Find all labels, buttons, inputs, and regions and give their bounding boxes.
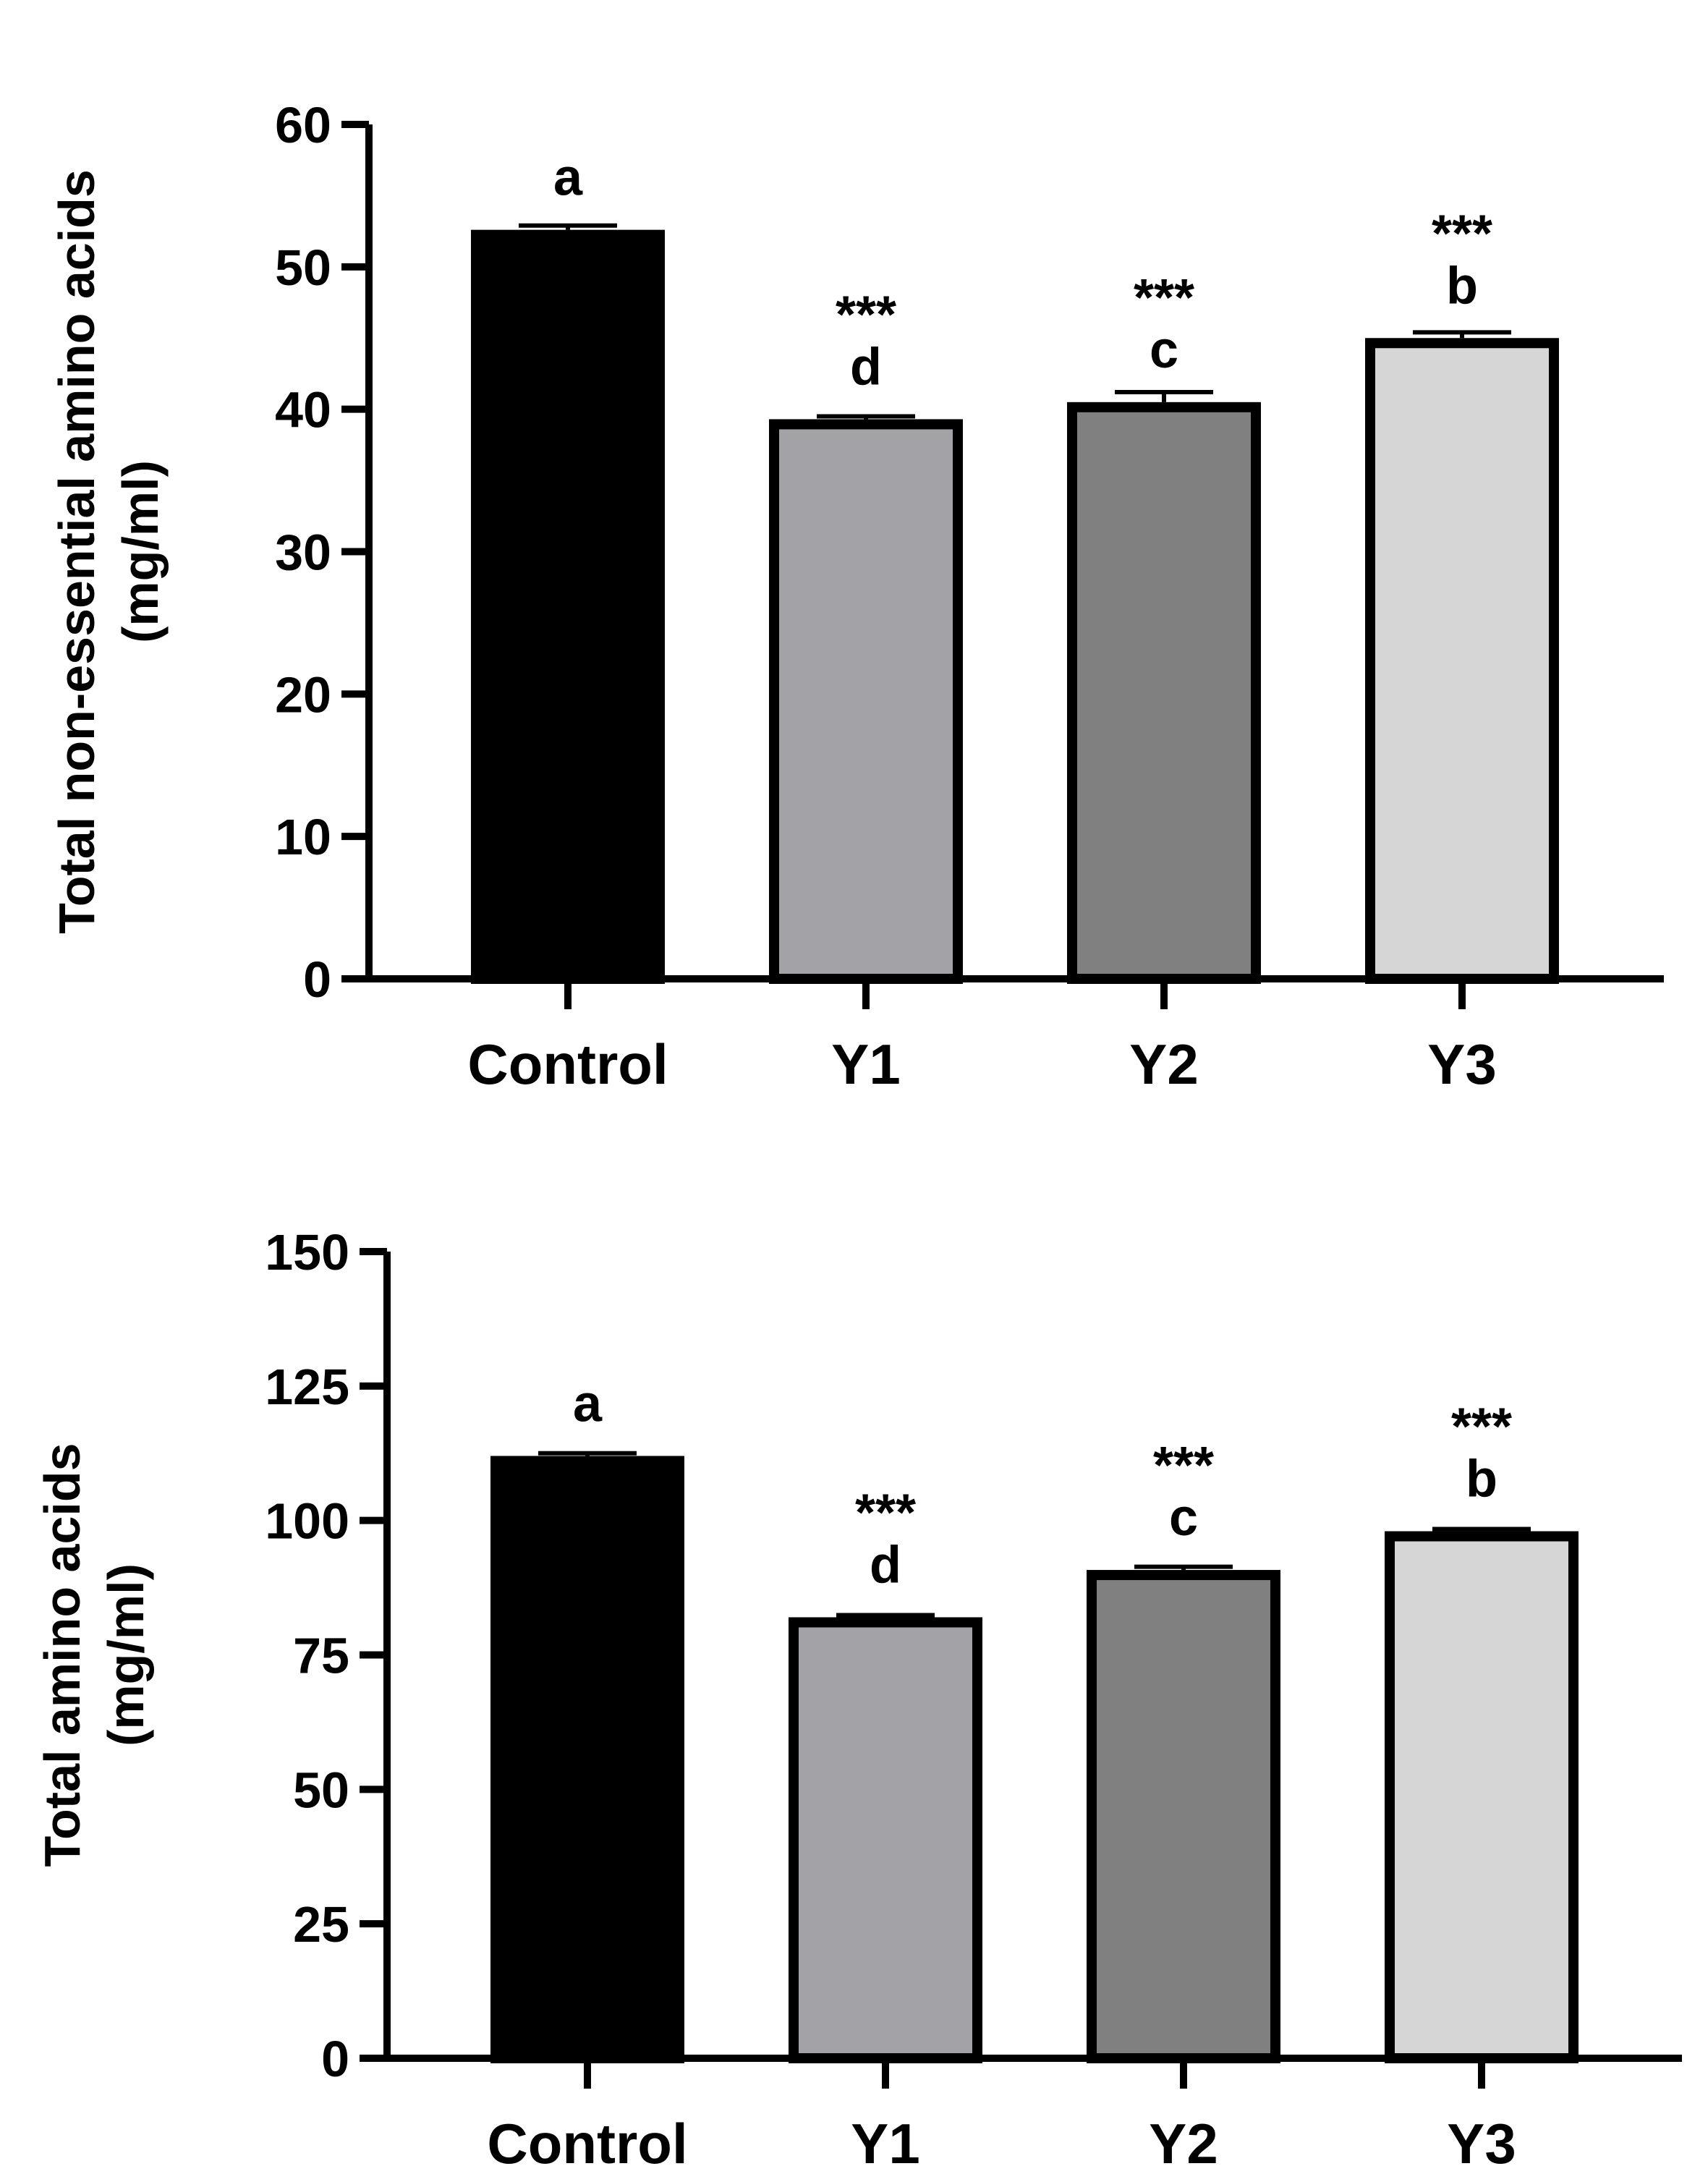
x-tick-label: Control [467,1032,668,1096]
significance-stars: *** [855,1484,916,1542]
y-tick-label: 10 [275,809,331,865]
x-tick-label: Y1 [851,2112,919,2174]
chart-panel-2: 0 25 50 75 100 125 150 Total amino acids (mg/ml)… [34,1224,1682,2174]
y-tick-label: 100 [265,1493,349,1550]
significance-stars: *** [1451,1398,1512,1456]
significance-stars: *** [836,286,896,344]
significance-letter: c [1150,321,1178,379]
y-axis-title-line: Total non-essential amino acids [48,169,105,934]
significance-letter: d [850,338,882,396]
bar-control [490,1456,684,2063]
bar-y2 [1087,1570,1280,2063]
y-axis-title-line: (mg/ml) [98,1563,154,1746]
y-tick-label: 75 [293,1628,349,1684]
x-tick-label: Y3 [1447,2112,1516,2174]
significance-letter: a [553,149,583,207]
bar-y1 [769,419,963,984]
x-tick-label: Control [487,2112,687,2174]
y-tick-label: 50 [293,1762,349,1818]
bar-y3 [1365,338,1559,984]
y-axis-title: Total amino acids (mg/ml) [34,1443,154,1867]
bar-y2 [1067,402,1261,984]
significance-stars: *** [1134,269,1194,327]
y-tick-label: 50 [275,239,331,296]
x-tick-label: Y2 [1129,1032,1198,1096]
y-tick-label: 150 [265,1224,349,1281]
y-tick-label: 20 [275,666,331,723]
x-tick-label: Y2 [1149,2112,1218,2174]
significance-letter: a [573,1375,603,1432]
y-tick-label: 0 [321,2031,349,2087]
y-tick-label: 30 [275,525,331,581]
y-axis-title: Total non-essential amino acids (mg/ml) [48,169,169,934]
bar-y3 [1385,1531,1579,2064]
bar-y1 [789,1617,982,2063]
significance-letter: b [1466,1451,1497,1508]
y-tick-label: 125 [265,1359,349,1415]
y-axis-title-line: (mg/ml) [112,460,169,643]
y-tick-label: 40 [275,382,331,438]
significance-letter: d [870,1536,901,1594]
significance-letter: c [1169,1489,1198,1547]
x-tick-label: Y1 [831,1032,900,1096]
bar-control [471,229,665,985]
y-tick-label: 0 [303,951,331,1008]
x-tick-label: Y3 [1427,1032,1496,1096]
significance-stars: *** [1432,205,1492,263]
y-tick-label: 25 [293,1896,349,1953]
chart-panel-1: 0 10 20 30 40 50 60 Total non-essential amino a… [48,97,1664,1096]
y-tick-label: 60 [275,97,331,153]
significance-letter: b [1446,257,1478,315]
significance-stars: *** [1153,1437,1214,1495]
y-axis-title-line: Total amino acids [34,1443,90,1867]
